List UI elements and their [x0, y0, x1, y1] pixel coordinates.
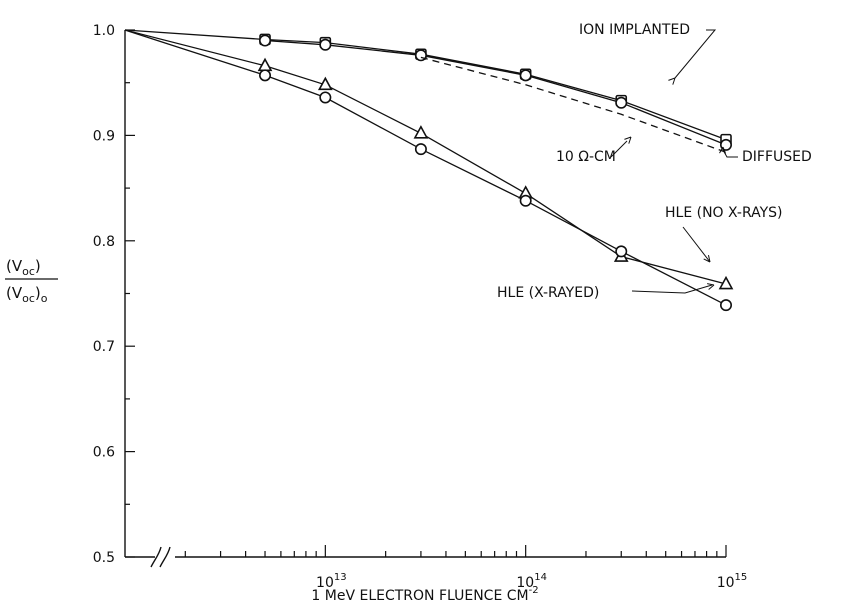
arrow-head — [668, 77, 676, 85]
axis-break-mark-1 — [150, 546, 162, 568]
series-line-ion-implanted — [124, 29, 727, 141]
data-point — [413, 125, 429, 139]
leader-line — [610, 140, 628, 158]
annotation-label: ION IMPLANTED — [579, 22, 690, 38]
x-tick-label: 1013 — [316, 572, 347, 591]
leader-line — [674, 29, 717, 79]
arrow-head — [719, 146, 727, 154]
annotation-label: HLE (NO X-RAYS) — [665, 205, 783, 221]
y-tick-label: 0.7 — [93, 339, 115, 355]
data-point — [615, 96, 628, 109]
annotation-label: HLE (X-RAYED) — [497, 285, 599, 301]
leader-line — [631, 284, 713, 294]
axis-break-mark-2 — [159, 546, 171, 568]
x-tick-label: 1014 — [516, 572, 547, 591]
series-line-10-cm — [420, 56, 727, 153]
svg-text:(Voc): (Voc) — [6, 257, 41, 278]
data-point — [319, 38, 332, 51]
data-point — [615, 245, 628, 258]
arrow-head — [624, 136, 632, 144]
annotation-label: 10 Ω-CM — [556, 149, 616, 165]
series-line-hle-no-x-rays — [124, 29, 727, 285]
leader-line — [722, 149, 738, 158]
data-point — [519, 69, 532, 82]
arrow-head — [707, 283, 715, 290]
annotation-hle-no-x-rays: HLE (NO X-RAYS) — [665, 205, 783, 263]
series-10-cm — [420, 56, 727, 153]
data-point — [259, 34, 272, 47]
data-point — [259, 69, 272, 82]
data-point — [719, 299, 732, 312]
y-tick-label: 0.6 — [93, 445, 115, 461]
series-layer — [124, 29, 734, 312]
y-tick-label: 0.5 — [93, 550, 115, 566]
x-axis-label: 1 MeV ELECTRON FLUENCE CM-2 — [311, 585, 538, 604]
annotation-10-cm: 10 Ω-CM — [556, 136, 632, 165]
series-diffused — [259, 34, 732, 151]
series-line-hle-x-rayed — [124, 29, 727, 306]
series-hle-no-x-rays — [124, 29, 734, 290]
svg-text:(Voc)o: (Voc)o — [6, 284, 48, 305]
y-tick-label: 0.9 — [93, 128, 115, 144]
y-axis-label: (Voc) (Voc)o — [5, 257, 58, 305]
series-ion-implanted — [124, 29, 732, 146]
annotation-ion-implanted: ION IMPLANTED — [579, 22, 717, 85]
y-tick-label: 0.8 — [93, 234, 115, 250]
data-point — [718, 275, 734, 290]
series-hle-x-rayed — [124, 29, 732, 312]
annotations: ION IMPLANTED DIFFUSED 10 Ω-CM HLE (NO X-RA… — [497, 22, 812, 301]
data-point — [414, 143, 427, 156]
axes — [124, 30, 726, 568]
x-tick-label: 1015 — [717, 572, 748, 591]
data-point — [319, 91, 332, 104]
annotation-label: DIFFUSED — [742, 149, 812, 165]
annotation-diffused: DIFFUSED — [719, 146, 812, 165]
annotation-hle-x-rayed: HLE (X-RAYED) — [497, 283, 715, 301]
series-line-diffused — [264, 39, 727, 146]
data-point — [317, 76, 333, 91]
data-point — [519, 194, 532, 207]
arrow-head — [703, 255, 711, 263]
tick-marks: 1.0 0.9 0.8 0.7 0.6 0.5 1013 1014 1015 — [93, 23, 748, 591]
leader-line — [682, 226, 711, 263]
y-tick-label: 1.0 — [93, 23, 115, 39]
